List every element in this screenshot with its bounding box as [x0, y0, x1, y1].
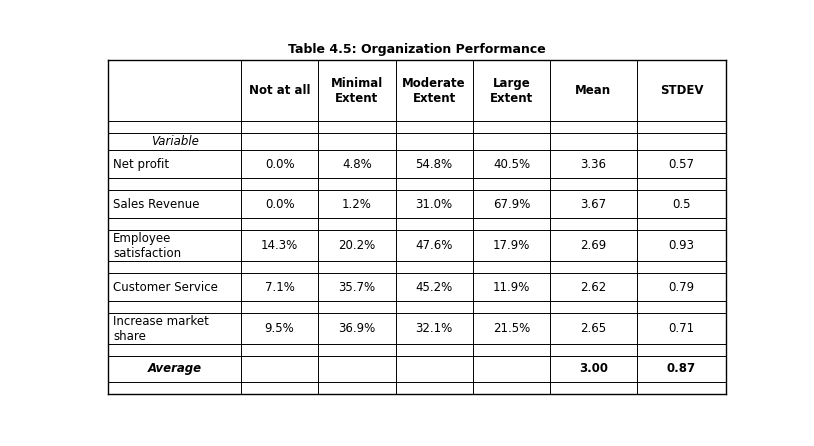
Text: 35.7%: 35.7%: [339, 281, 375, 294]
Text: Minimal
Extent: Minimal Extent: [330, 77, 383, 105]
Text: 2.65: 2.65: [580, 322, 606, 335]
Text: 40.5%: 40.5%: [493, 158, 530, 171]
Text: 3.36: 3.36: [580, 158, 606, 171]
Text: 0.0%: 0.0%: [265, 158, 295, 171]
Text: 17.9%: 17.9%: [492, 239, 530, 252]
Text: 3.00: 3.00: [579, 363, 608, 376]
Text: 21.5%: 21.5%: [492, 322, 530, 335]
Text: Table 4.5: Organization Performance: Table 4.5: Organization Performance: [288, 43, 546, 56]
Text: Employee
satisfaction: Employee satisfaction: [113, 232, 182, 260]
Text: Mean: Mean: [575, 84, 611, 97]
Text: 3.67: 3.67: [580, 198, 606, 211]
Text: 47.6%: 47.6%: [415, 239, 453, 252]
Text: Not at all: Not at all: [249, 84, 310, 97]
Text: Net profit: Net profit: [113, 158, 169, 171]
Text: Sales Revenue: Sales Revenue: [113, 198, 199, 211]
Text: 1.2%: 1.2%: [342, 198, 372, 211]
Text: Customer Service: Customer Service: [113, 281, 218, 294]
Text: Large
Extent: Large Extent: [490, 77, 533, 105]
Text: 20.2%: 20.2%: [339, 239, 375, 252]
Text: 0.0%: 0.0%: [265, 198, 295, 211]
Text: Variable: Variable: [151, 135, 199, 148]
Text: 32.1%: 32.1%: [416, 322, 453, 335]
Text: 2.69: 2.69: [580, 239, 606, 252]
Text: Average: Average: [147, 363, 202, 376]
Text: 14.3%: 14.3%: [261, 239, 298, 252]
Text: 0.93: 0.93: [668, 239, 694, 252]
Text: 9.5%: 9.5%: [265, 322, 295, 335]
Text: 7.1%: 7.1%: [265, 281, 295, 294]
Text: 54.8%: 54.8%: [416, 158, 453, 171]
Text: Moderate
Extent: Moderate Extent: [402, 77, 466, 105]
Text: 0.5: 0.5: [672, 198, 691, 211]
Text: 36.9%: 36.9%: [339, 322, 375, 335]
Text: 0.87: 0.87: [667, 363, 696, 376]
Text: STDEV: STDEV: [659, 84, 703, 97]
Text: 0.71: 0.71: [668, 322, 694, 335]
Text: 2.62: 2.62: [580, 281, 606, 294]
Text: 31.0%: 31.0%: [416, 198, 453, 211]
Text: 4.8%: 4.8%: [342, 158, 372, 171]
Text: 67.9%: 67.9%: [492, 198, 530, 211]
Text: 45.2%: 45.2%: [416, 281, 453, 294]
Text: 0.79: 0.79: [668, 281, 694, 294]
Text: 0.57: 0.57: [668, 158, 694, 171]
Text: Increase market
share: Increase market share: [113, 315, 209, 343]
Text: 11.9%: 11.9%: [492, 281, 530, 294]
